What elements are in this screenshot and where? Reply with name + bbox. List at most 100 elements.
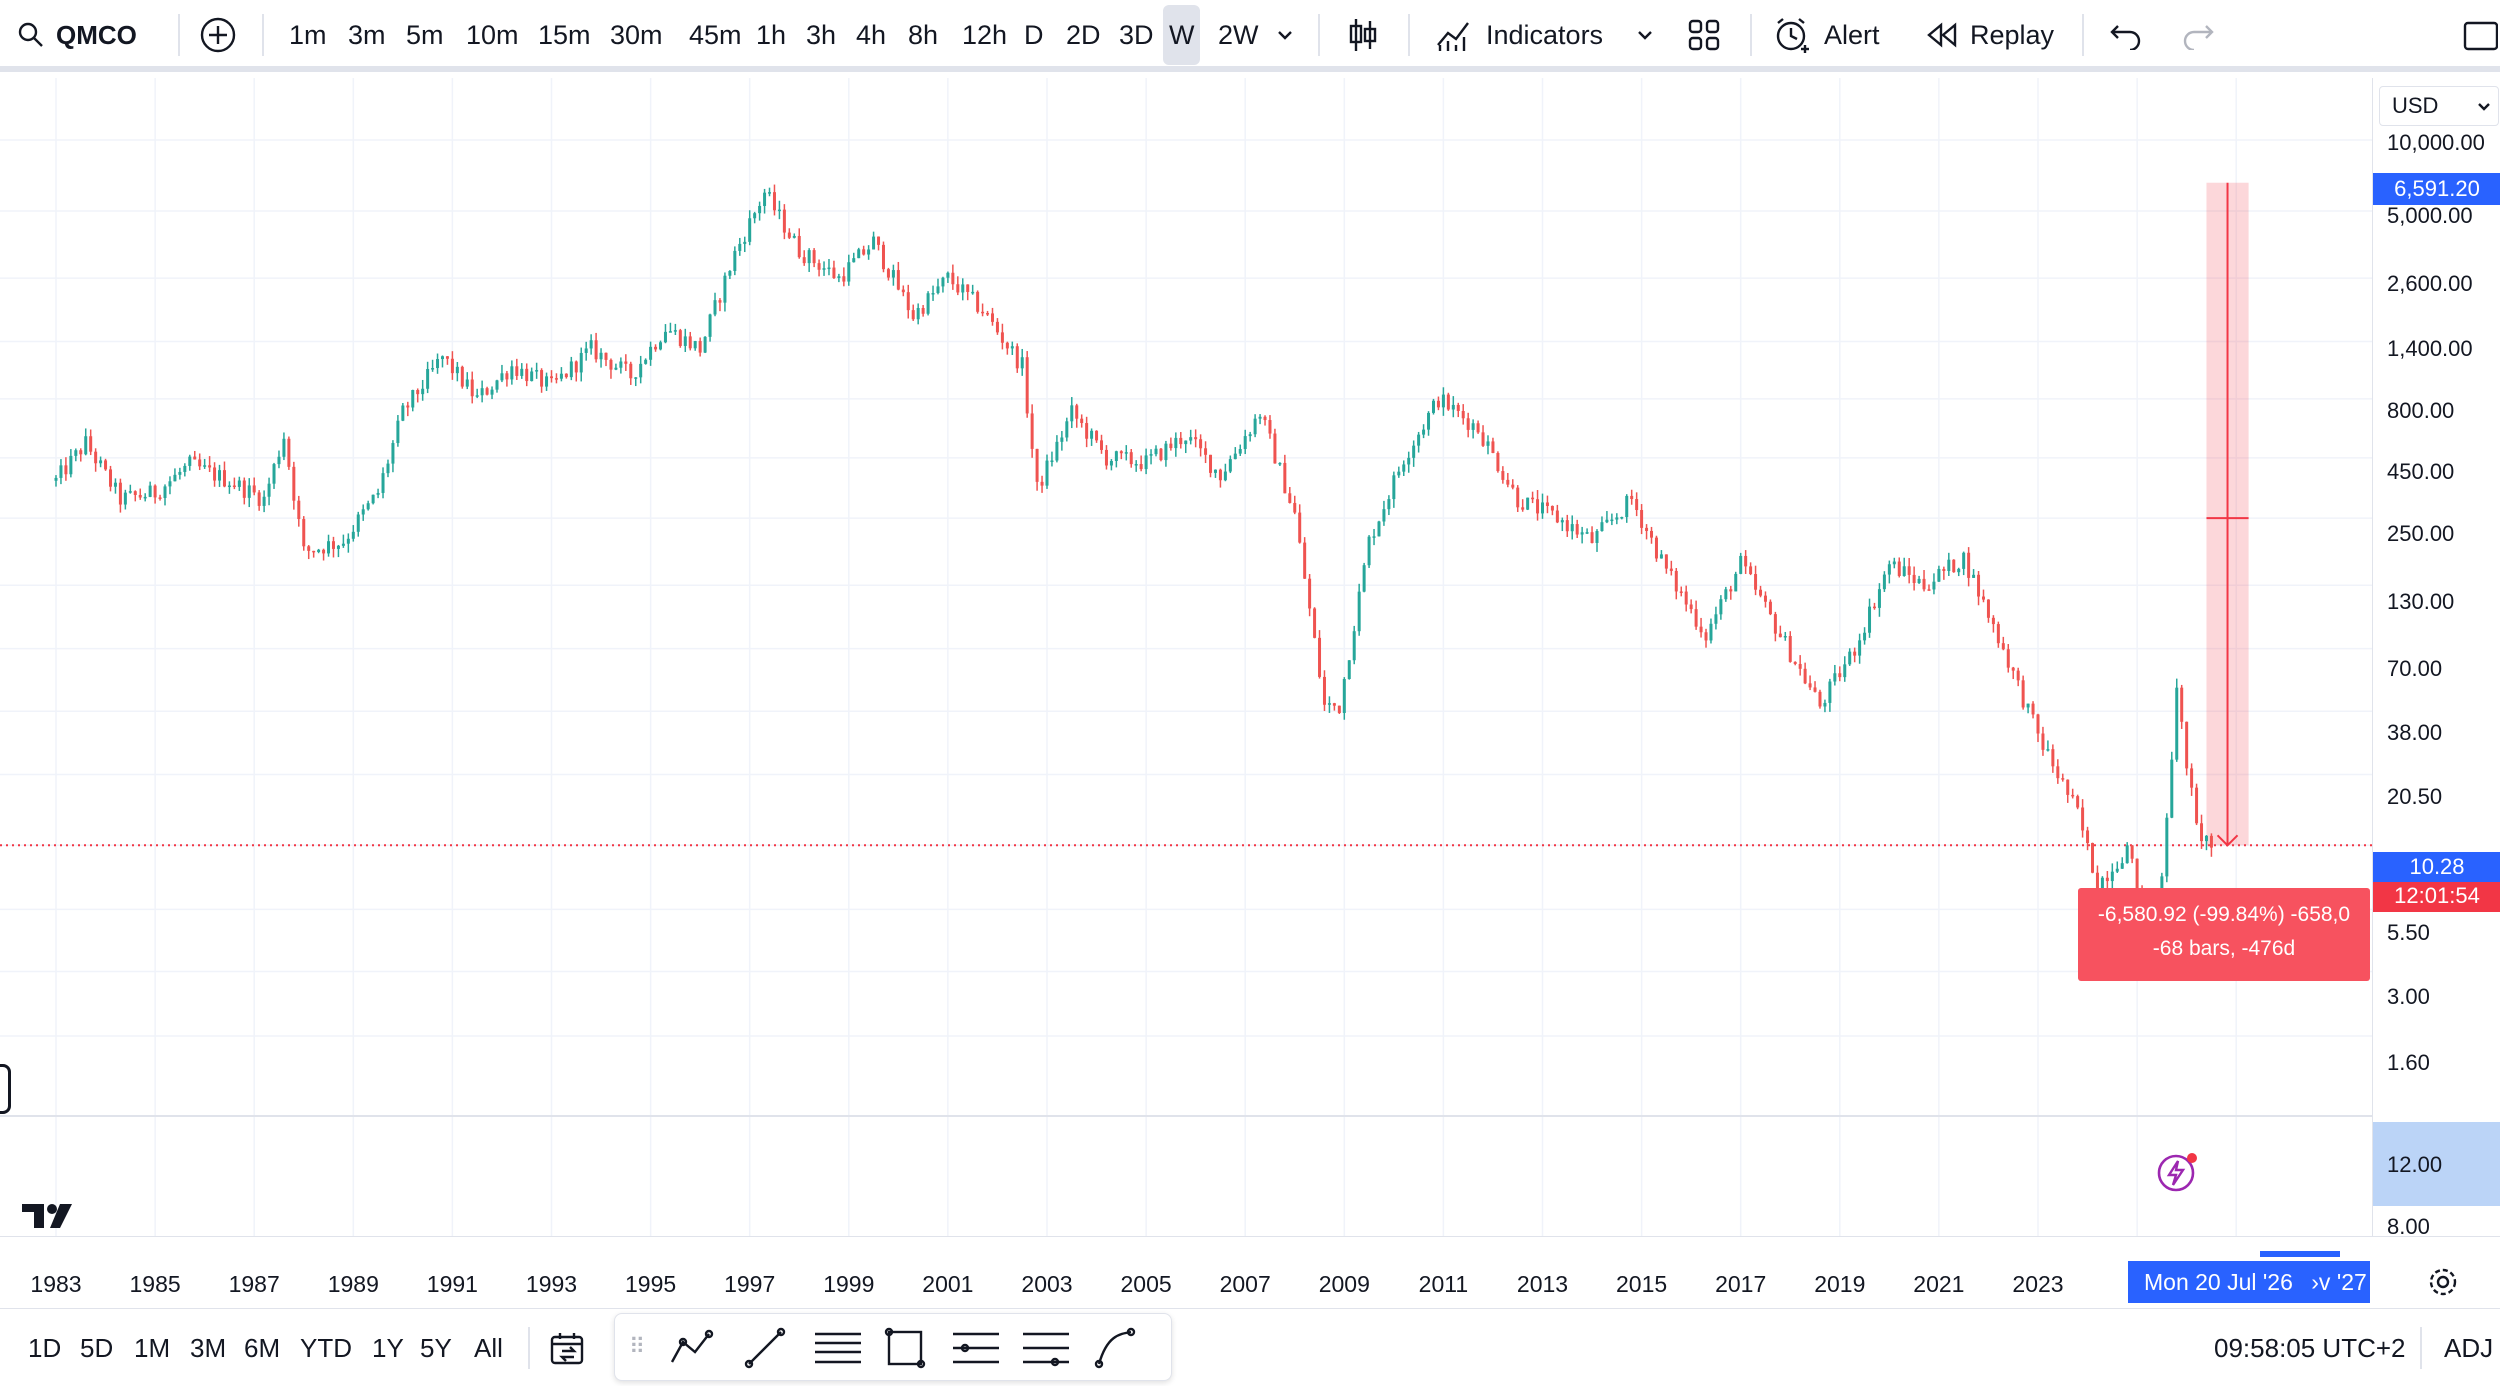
candle-body bbox=[659, 342, 663, 350]
clock[interactable]: 09:58:05 UTC+2 bbox=[2214, 1333, 2406, 1363]
fib-icon[interactable] bbox=[813, 1328, 863, 1368]
candle-body bbox=[718, 300, 722, 303]
candle-body bbox=[1783, 635, 1787, 638]
divider bbox=[2420, 1327, 2422, 1369]
indicators-button[interactable]: Indicators bbox=[1434, 0, 1603, 70]
layouts-button[interactable] bbox=[1686, 0, 1722, 70]
time-label: 2003 bbox=[1021, 1271, 1073, 1297]
candle-body bbox=[183, 465, 187, 472]
interval-3D[interactable]: 3D bbox=[1119, 19, 1154, 50]
candle-body bbox=[535, 370, 539, 372]
candle-body bbox=[1635, 499, 1639, 511]
interval-15m[interactable]: 15m bbox=[538, 19, 591, 50]
trend-icon[interactable] bbox=[669, 1328, 721, 1368]
interval-2D[interactable]: 2D bbox=[1066, 19, 1101, 50]
adj-toggle[interactable]: ADJ bbox=[2444, 1333, 2494, 1363]
range-5d[interactable]: 5D bbox=[80, 1333, 114, 1363]
candle-body bbox=[1085, 423, 1089, 439]
interval-10m[interactable]: 10m bbox=[466, 19, 519, 50]
chevron-down-icon bbox=[1278, 31, 1292, 40]
candle-body bbox=[1952, 559, 1956, 573]
settings-button[interactable] bbox=[2426, 1265, 2460, 1304]
candle-body bbox=[143, 496, 147, 499]
divider bbox=[1750, 14, 1752, 56]
interval-8h[interactable]: 8h bbox=[908, 19, 939, 50]
range-6m[interactable]: 6M bbox=[244, 1333, 281, 1363]
interval-1m[interactable]: 1m bbox=[289, 19, 327, 50]
go-to-date-button[interactable] bbox=[548, 1329, 588, 1374]
symbol-search[interactable]: QMCO bbox=[16, 0, 137, 70]
candle-body bbox=[109, 469, 113, 487]
chart-pane[interactable]: -6,580.92 (-99.84%) -658,0 -68 bars, -47… bbox=[0, 78, 2372, 1236]
interval-W[interactable]: W bbox=[1163, 5, 1201, 65]
candle-body bbox=[1050, 460, 1054, 463]
candle-body bbox=[1412, 445, 1416, 458]
candle-body bbox=[2135, 858, 2139, 892]
candle-body bbox=[693, 341, 697, 349]
compare-button[interactable] bbox=[198, 0, 238, 70]
pane-handle-icon[interactable] bbox=[0, 1064, 11, 1114]
top-marker-label: 6,591.20 bbox=[2373, 173, 2500, 205]
candle-body bbox=[59, 465, 63, 478]
candle-body bbox=[1640, 510, 1644, 528]
currency-select[interactable]: USD bbox=[2379, 86, 2499, 126]
range-1m[interactable]: 1M bbox=[134, 1333, 171, 1363]
interval-D[interactable]: D bbox=[1024, 19, 1044, 50]
candle-body bbox=[772, 192, 776, 211]
candle-body bbox=[302, 519, 306, 547]
range-3m[interactable]: 3M bbox=[190, 1333, 227, 1363]
range-1y[interactable]: 1Y bbox=[372, 1333, 404, 1363]
drag-handle-icon[interactable]: ⠿ bbox=[629, 1334, 646, 1359]
interval-3m[interactable]: 3m bbox=[348, 19, 386, 50]
candle-body bbox=[1194, 437, 1198, 440]
interval-1h[interactable]: 1h bbox=[756, 19, 787, 50]
projection-icon[interactable] bbox=[1021, 1328, 1071, 1368]
fullscreen-button[interactable] bbox=[2462, 0, 2498, 70]
candle-body bbox=[277, 456, 281, 465]
candle-body bbox=[678, 330, 682, 346]
rectangle-icon[interactable] bbox=[883, 1326, 927, 1370]
alert-button[interactable]: Alert bbox=[1772, 0, 1880, 70]
interval-5m[interactable]: 5m bbox=[406, 19, 444, 50]
interval-45m[interactable]: 45m bbox=[689, 19, 742, 50]
candle-body bbox=[540, 370, 544, 387]
interval-30m[interactable]: 30m bbox=[610, 19, 663, 50]
candle-body bbox=[1362, 565, 1366, 592]
range-1d[interactable]: 1D bbox=[28, 1333, 62, 1363]
range-5y[interactable]: 5Y bbox=[420, 1333, 452, 1363]
indicators-dropdown[interactable] bbox=[1634, 0, 1656, 70]
range-highlight bbox=[2260, 1251, 2340, 1257]
undo-button[interactable] bbox=[2108, 0, 2144, 70]
range-ytd[interactable]: YTD bbox=[300, 1333, 352, 1363]
candle-body bbox=[391, 443, 395, 464]
candle-body bbox=[624, 361, 628, 364]
candle-body bbox=[1947, 559, 1951, 572]
range-all[interactable]: All bbox=[474, 1333, 503, 1363]
interval-3h[interactable]: 3h bbox=[806, 19, 837, 50]
candle-body bbox=[1199, 439, 1203, 449]
replay-button[interactable]: Replay bbox=[1924, 0, 2054, 70]
chart-type-button[interactable] bbox=[1346, 0, 1380, 70]
price-scale[interactable]: USD 10,000.00 5,000.00 2,600.00 1,400.00 800… bbox=[2372, 78, 2500, 1239]
time-axis[interactable]: 1983 1985 1987 1989 1991 1993 1995 1997 1999 2001… bbox=[0, 1236, 2500, 1309]
candle-body bbox=[797, 235, 801, 258]
candle-body bbox=[1045, 460, 1049, 486]
candle-body bbox=[1352, 631, 1356, 661]
candle-body bbox=[351, 531, 355, 539]
flash-icon[interactable] bbox=[2156, 1149, 2200, 1198]
interval-4h[interactable]: 4h bbox=[856, 19, 887, 50]
curve-icon[interactable] bbox=[1093, 1326, 1137, 1370]
time-label: 2013 bbox=[1516, 1271, 1569, 1297]
price-chart[interactable] bbox=[0, 78, 2372, 1236]
interval-2W[interactable]: 2W bbox=[1218, 19, 1259, 50]
candle-body bbox=[768, 192, 772, 194]
line-tool-icon[interactable] bbox=[743, 1326, 787, 1370]
candle-body bbox=[1957, 568, 1961, 573]
interval-dropdown[interactable] bbox=[1274, 0, 1296, 70]
candle-body bbox=[921, 307, 925, 314]
candle-body bbox=[64, 465, 68, 475]
interval-12h[interactable]: 12h bbox=[962, 19, 1008, 50]
candle-body bbox=[1848, 651, 1852, 665]
redo-button[interactable] bbox=[2180, 0, 2216, 70]
position-icon[interactable] bbox=[951, 1328, 1001, 1368]
